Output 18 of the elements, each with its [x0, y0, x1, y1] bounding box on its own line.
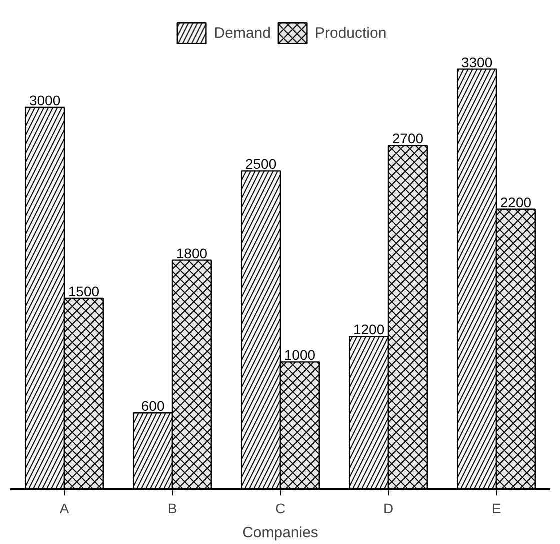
- data-label: 2500: [245, 156, 277, 172]
- x-tick-label: A: [60, 500, 70, 516]
- x-tick-label: E: [492, 500, 502, 516]
- data-label: 2200: [500, 194, 532, 210]
- data-label: 3300: [461, 54, 493, 70]
- x-tick-label: D: [383, 500, 394, 516]
- legend-label: Production: [314, 24, 387, 42]
- data-label: 1800: [176, 245, 208, 262]
- data-label: 1500: [68, 284, 100, 300]
- x-axis-title: Companies: [242, 524, 318, 542]
- data-label: 3000: [29, 92, 61, 109]
- legend-label: Demand: [214, 24, 271, 42]
- data-label: 1000: [284, 347, 316, 364]
- data-label: 600: [141, 398, 165, 414]
- data-label: 1200: [353, 322, 385, 338]
- data-label: 2700: [392, 130, 424, 147]
- x-tick-label: C: [275, 500, 286, 516]
- x-tick-label: B: [168, 500, 178, 516]
